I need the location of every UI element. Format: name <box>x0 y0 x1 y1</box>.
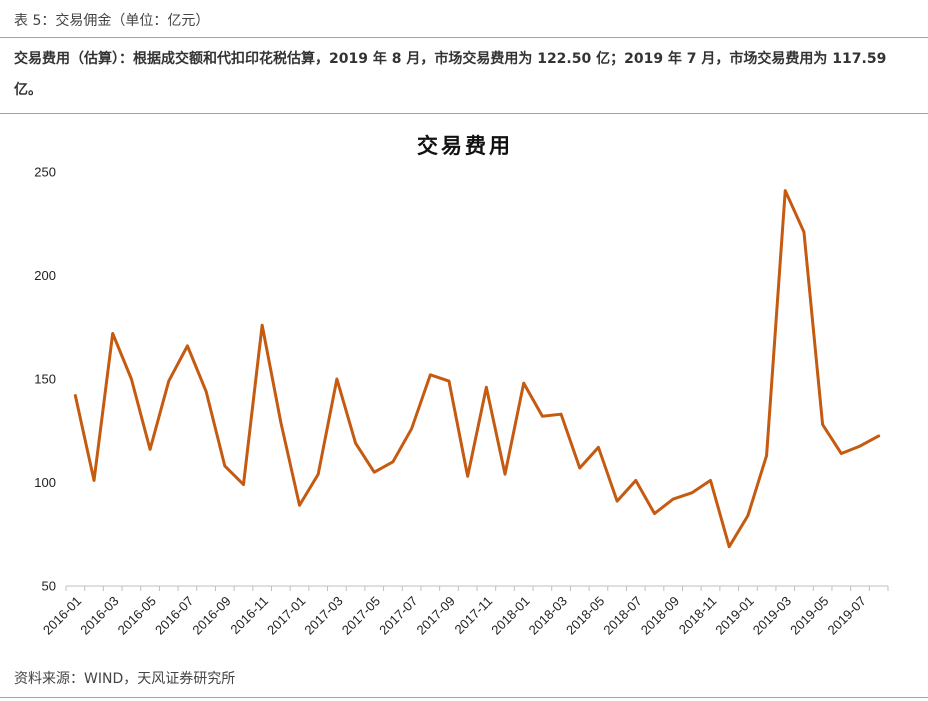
data-point <box>74 394 77 397</box>
data-point <box>335 377 339 381</box>
x-axis: 2016-012016-032016-052016-072016-092016-… <box>40 586 889 638</box>
data-point <box>709 479 712 482</box>
data-point <box>260 323 264 327</box>
data-point <box>298 504 301 507</box>
x-tick-label: 2019-01 <box>712 593 756 637</box>
data-point <box>242 483 245 486</box>
x-tick-label: 2017-03 <box>301 593 345 637</box>
x-tick-label: 2018-01 <box>488 593 532 637</box>
x-tick-label: 2019-05 <box>787 593 831 637</box>
y-tick-label: 100 <box>34 475 56 490</box>
data-point <box>204 390 208 393</box>
x-tick-label: 2018-09 <box>638 593 682 637</box>
data-point <box>578 466 581 470</box>
y-tick-label: 150 <box>34 372 56 387</box>
x-tick-label: 2019-03 <box>750 593 794 637</box>
y-tick-label: 50 <box>42 579 56 594</box>
x-tick-label: 2016-07 <box>152 593 196 637</box>
x-tick-label: 2017-05 <box>339 593 383 637</box>
x-tick-label: 2017-07 <box>376 593 420 637</box>
data-point <box>429 373 432 377</box>
data-point <box>597 446 600 449</box>
x-tick-label: 2017-11 <box>452 593 496 637</box>
middle-divider <box>0 113 928 114</box>
description-text: 交易费用（估算）：根据成交额和代扣印花税估算，2019 年 8 月，市场交易费用… <box>14 51 887 98</box>
x-tick-label: 2016-01 <box>40 593 84 637</box>
data-point <box>148 448 152 451</box>
data-point <box>373 470 376 474</box>
data-point <box>559 412 563 416</box>
x-tick-label: 2018-05 <box>563 593 607 637</box>
data-point <box>223 464 226 468</box>
chart-title: 交易费用 <box>417 133 513 158</box>
x-tick-label: 2018-11 <box>676 593 720 637</box>
data-point <box>485 386 488 389</box>
bottom-divider <box>0 697 928 698</box>
data-point <box>317 473 320 476</box>
data-point <box>765 454 768 457</box>
data-point <box>541 415 544 418</box>
data-point <box>615 499 619 503</box>
x-tick-label: 2017-09 <box>414 593 458 637</box>
data-point <box>391 460 395 463</box>
data-point <box>466 475 469 478</box>
series-line <box>73 189 881 549</box>
data-point <box>167 379 170 383</box>
y-tick-label: 200 <box>34 268 56 283</box>
x-tick-label: 2016-03 <box>77 593 121 637</box>
data-point <box>447 379 451 383</box>
data-point <box>92 479 96 482</box>
x-tick-label: 2017-01 <box>264 593 308 637</box>
source-note: 资料来源：WIND，天风证券研究所 <box>14 671 236 687</box>
data-point <box>802 230 806 234</box>
data-point <box>784 189 787 192</box>
x-tick-label: 2016-09 <box>189 593 233 637</box>
data-point <box>410 427 413 430</box>
x-tick-label: 2019-07 <box>825 593 869 637</box>
data-point <box>821 423 824 426</box>
data-point <box>653 512 656 515</box>
data-point <box>690 491 694 495</box>
x-tick-label: 2016-05 <box>115 593 159 637</box>
data-point <box>634 479 637 482</box>
data-point <box>522 381 525 385</box>
data-point <box>671 497 675 501</box>
y-axis: 50 100 150 200 250 <box>34 165 56 594</box>
data-point <box>503 473 507 476</box>
x-tick-label: 2018-07 <box>600 593 644 637</box>
data-point <box>354 441 357 445</box>
data-point <box>186 344 189 348</box>
data-point <box>279 421 283 424</box>
y-tick-label: 250 <box>34 165 56 180</box>
x-tick-label: 2018-03 <box>526 593 570 637</box>
data-point <box>840 452 843 455</box>
data-point <box>130 377 133 381</box>
data-point <box>877 434 880 438</box>
data-point <box>746 514 750 517</box>
table-title: 表 5：交易佣金（单位：亿元） <box>14 13 210 29</box>
data-point <box>728 545 731 548</box>
x-tick-label: 2016-11 <box>227 593 271 637</box>
data-point <box>858 444 862 448</box>
top-divider <box>0 37 928 38</box>
data-point <box>111 332 114 335</box>
